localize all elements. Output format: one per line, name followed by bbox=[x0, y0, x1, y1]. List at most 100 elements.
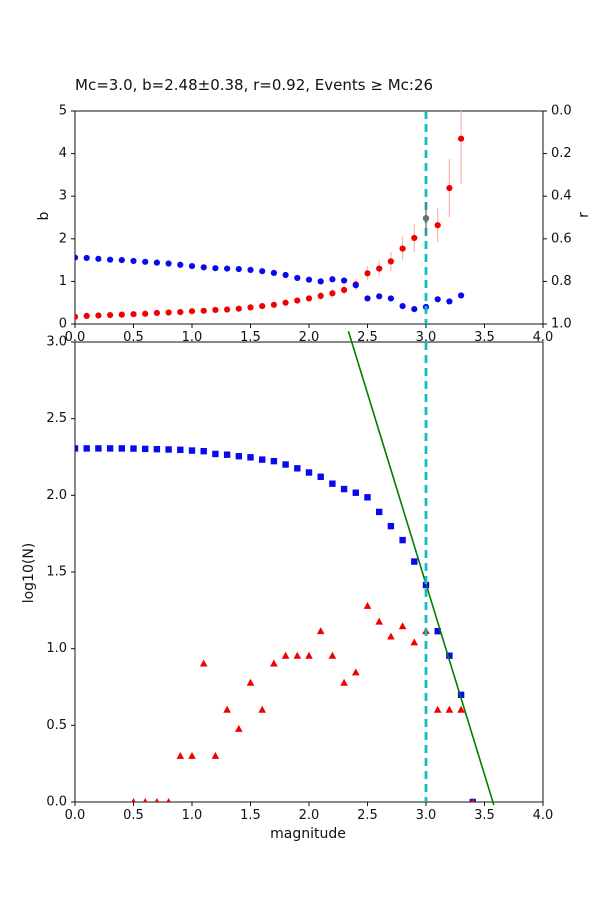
data-point bbox=[282, 461, 289, 468]
y-tick-label: 1.0 bbox=[551, 317, 572, 332]
data-point bbox=[411, 234, 418, 242]
data-point bbox=[294, 274, 301, 282]
data-point bbox=[270, 659, 278, 667]
x-tick-label: 0.5 bbox=[123, 808, 144, 823]
data-point bbox=[258, 705, 266, 713]
data-point bbox=[200, 447, 207, 455]
data-point bbox=[118, 311, 125, 318]
data-point bbox=[75, 445, 79, 452]
data-point bbox=[130, 257, 137, 265]
plot-title: Mc=3.0, b=2.48±0.38, r=0.92, Events ≥ Mc… bbox=[75, 76, 434, 94]
y-tick-label: 3.0 bbox=[46, 335, 67, 350]
data-point bbox=[154, 798, 160, 802]
data-point bbox=[281, 651, 290, 659]
data-point bbox=[446, 298, 453, 305]
data-point bbox=[235, 305, 242, 312]
data-point bbox=[223, 451, 231, 458]
data-point bbox=[352, 489, 359, 496]
data-point bbox=[83, 312, 90, 320]
data-point bbox=[411, 558, 418, 565]
data-point bbox=[434, 222, 441, 229]
y-tick-label: 1.5 bbox=[46, 565, 67, 580]
data-point bbox=[305, 469, 313, 476]
data-point bbox=[188, 447, 196, 454]
b-value-series bbox=[75, 111, 465, 320]
data-point bbox=[329, 290, 336, 297]
data-point bbox=[364, 494, 371, 501]
y-tick-label: 1.0 bbox=[46, 641, 67, 656]
data-point bbox=[305, 651, 313, 659]
data-point bbox=[363, 601, 372, 609]
data-point bbox=[329, 480, 336, 487]
x-tick-label: 1.5 bbox=[240, 330, 261, 345]
data-point bbox=[399, 245, 406, 252]
data-point bbox=[235, 453, 242, 460]
data-point bbox=[341, 277, 348, 284]
y-tick-label: 2 bbox=[59, 231, 67, 246]
data-point bbox=[153, 259, 160, 266]
data-point bbox=[118, 257, 125, 264]
x-tick-label: 1.5 bbox=[240, 808, 261, 823]
frequency-magnitude-distribution: 0.0 0.5 1.0 1.5 2.0 2.5 3.0 3.5 4.0 0.0 0.5 1.0 1.5 2… bbox=[46, 331, 553, 823]
data-point bbox=[457, 705, 465, 713]
data-point bbox=[107, 311, 114, 319]
data-point bbox=[375, 617, 383, 625]
axes-frame bbox=[74, 341, 544, 803]
data-point bbox=[445, 705, 454, 713]
x-axis-ticks: 0.0 0.5 1.0 1.5 2.0 2.5 3.0 3.5 4.0 bbox=[65, 802, 553, 823]
y-tick-label: 0.5 bbox=[46, 718, 67, 733]
x-tick-label: 2.5 bbox=[357, 808, 378, 823]
data-point bbox=[247, 454, 254, 461]
data-point bbox=[399, 536, 406, 544]
data-point bbox=[316, 627, 325, 635]
y-tick-label: 0.2 bbox=[551, 146, 572, 161]
x-tick-label: 1.0 bbox=[182, 330, 203, 345]
y-tick-label: 0.6 bbox=[551, 231, 572, 246]
data-point bbox=[341, 286, 348, 294]
data-point bbox=[95, 445, 102, 452]
y-tick-label: 0.0 bbox=[551, 104, 572, 119]
data-point bbox=[212, 450, 219, 458]
data-point bbox=[410, 638, 419, 646]
data-point bbox=[352, 282, 359, 289]
data-point bbox=[399, 303, 406, 310]
data-point bbox=[446, 652, 453, 659]
data-point bbox=[142, 258, 149, 265]
data-point bbox=[282, 299, 289, 306]
data-point bbox=[317, 278, 324, 285]
cumulative-count-series bbox=[75, 445, 476, 802]
data-point bbox=[317, 292, 324, 299]
x-tick-label: 2.0 bbox=[299, 808, 320, 823]
data-point bbox=[270, 269, 277, 276]
data-point bbox=[376, 293, 383, 300]
data-point bbox=[247, 266, 254, 273]
data-point bbox=[212, 265, 219, 272]
y-tick-label: 1 bbox=[59, 274, 67, 289]
data-point bbox=[305, 276, 313, 283]
x-tick-label: 0.5 bbox=[123, 330, 144, 345]
data-point bbox=[188, 262, 196, 270]
data-point bbox=[143, 798, 148, 802]
data-point bbox=[457, 691, 465, 699]
data-point bbox=[247, 304, 254, 311]
data-point bbox=[282, 271, 289, 279]
data-point bbox=[211, 751, 220, 759]
data-point bbox=[223, 705, 231, 713]
mc-selected-b-point bbox=[422, 202, 430, 235]
data-point bbox=[387, 632, 395, 640]
data-point bbox=[434, 627, 441, 635]
data-point bbox=[470, 798, 475, 802]
data-point bbox=[293, 651, 302, 659]
data-point bbox=[376, 508, 383, 516]
y-axis-ticks-left: 0 1 2 3 4 5 bbox=[59, 104, 75, 332]
data-point bbox=[200, 264, 207, 271]
data-point bbox=[130, 311, 137, 318]
data-point bbox=[398, 622, 407, 630]
data-point bbox=[458, 135, 465, 142]
data-point bbox=[95, 312, 102, 319]
data-point bbox=[259, 303, 266, 310]
data-point bbox=[83, 254, 90, 262]
y-tick-label: 3 bbox=[59, 189, 67, 204]
